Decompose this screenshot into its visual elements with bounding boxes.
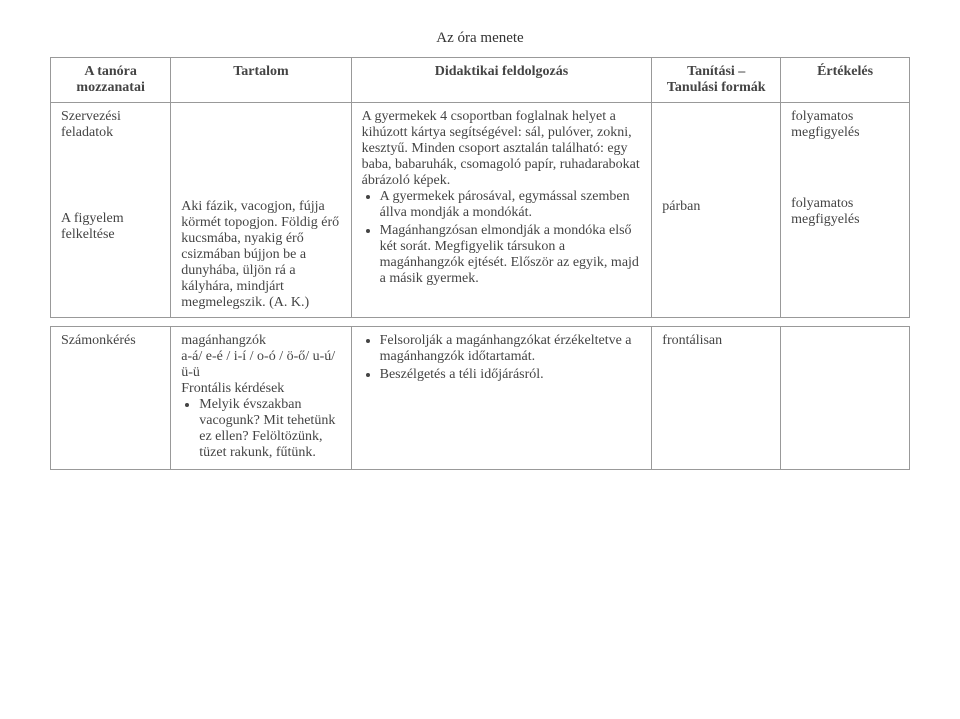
cell-ertekeles-0: folyamatos megfigyelés (791, 109, 899, 141)
table-header-row: A tanóra mozzanatai Tartalom Didaktikai … (51, 58, 910, 103)
cell-text: Frontális kérdések (181, 381, 340, 397)
table-row: Számonkérés magánhangzók a-á/ e-é / i-í … (51, 327, 910, 470)
cell-didaktikai-1-list: A gyermekek párosával, egymással szemben… (362, 189, 642, 287)
lesson-plan-table-1: A tanóra mozzanatai Tartalom Didaktikai … (50, 57, 910, 318)
page-title: Az óra menete (50, 30, 910, 47)
list-item: Felsorolják a magánhangzókat érzékeltetv… (380, 333, 642, 365)
cell-tartalom-2: magánhangzók a-á/ e-é / i-í / o-ó / ö-ő/… (171, 327, 351, 470)
cell-ertekeles-1: folyamatos megfigyelés (791, 196, 899, 228)
cell-ertekeles-2 (781, 327, 910, 470)
col-formak: Tanítási – Tanulási formák (652, 58, 781, 103)
list-item: Melyik évszakban vacogunk? Mit tehetünk … (199, 397, 340, 461)
lesson-plan-table-2: Számonkérés magánhangzók a-á/ e-é / i-í … (50, 326, 910, 470)
list-item: Beszélgetés a téli időjárásról. (380, 367, 642, 383)
cell-didaktikai-2: Felsorolják a magánhangzókat érzékeltetv… (351, 327, 652, 470)
cell-text: a-á/ e-é / i-í / o-ó / ö-ő/ u-ú/ ü-ü (181, 349, 340, 381)
list-item: A gyermekek párosával, egymással szemben… (380, 189, 642, 221)
col-didaktikai: Didaktikai feldolgozás (351, 58, 652, 103)
cell-mozzanat-1: A figyelem felkeltése (61, 211, 160, 243)
col-ertekeles: Értékelés (781, 58, 910, 103)
cell-formak-2: frontálisan (652, 327, 781, 470)
cell-mozzanat-0: Szervezési feladatok (61, 109, 160, 141)
col-mozzanatok: A tanóra mozzanatai (51, 58, 171, 103)
list-item: Magánhangzósan elmondják a mondóka első … (380, 223, 642, 287)
cell-mozzanat-2: Számonkérés (51, 327, 171, 470)
cell-didaktikai-0: A gyermekek 4 csoportban foglalnak helye… (362, 109, 640, 188)
col-tartalom: Tartalom (171, 58, 351, 103)
cell-formak-1: párban (662, 199, 770, 215)
cell-tartalom-1: Aki fázik, vacogjon, fújja körmét topogj… (181, 199, 340, 311)
cell-text: magánhangzók (181, 333, 340, 349)
